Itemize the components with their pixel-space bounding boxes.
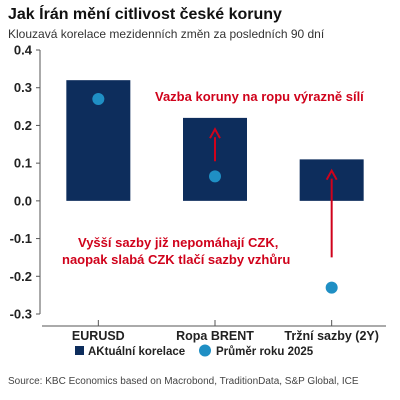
y-tick-label: -0.3	[10, 307, 32, 322]
y-tick-label: -0.1	[10, 231, 32, 246]
average-point	[325, 281, 338, 294]
legend-label-average: Průměr roku 2025	[216, 346, 314, 358]
chart-title: Jak Írán mění citlivost české koruny	[8, 6, 282, 23]
y-tick-label: 0.3	[14, 80, 32, 95]
category-label: EURUSD	[72, 329, 125, 343]
annotation-oil: Vazba koruny na ropu výrazně sílí	[155, 89, 364, 104]
arrow-head	[325, 168, 338, 181]
arrow-head	[209, 127, 221, 139]
category-label: Ropa BRENT	[176, 329, 254, 343]
average-point	[92, 93, 105, 106]
y-tick-label: 0.2	[14, 118, 32, 133]
y-tick-label: -0.2	[10, 269, 32, 284]
legend-swatch-dot	[199, 344, 211, 357]
category-label: Tržní sazby (2Y)	[284, 329, 378, 343]
annotation-rates-line-2: naopak slabá CZK tlačí sazby vzhůru	[62, 252, 290, 267]
chart-subtitle: Klouzavá korelace mezidenních změn za po…	[8, 27, 325, 41]
legend-label-current: AKtuální korelace	[88, 346, 185, 358]
annotation-rates-line-1: Vyšší sazby již nepomáhají CZK,	[78, 235, 278, 250]
y-tick-label: 0.4	[14, 43, 33, 58]
average-point	[209, 170, 221, 183]
y-tick-label: 0.1	[14, 156, 32, 171]
source-note: Source: KBC Economics based on Macrobond…	[8, 376, 359, 387]
legend-swatch-bar	[75, 346, 84, 355]
y-tick-label: 0.0	[14, 193, 32, 208]
